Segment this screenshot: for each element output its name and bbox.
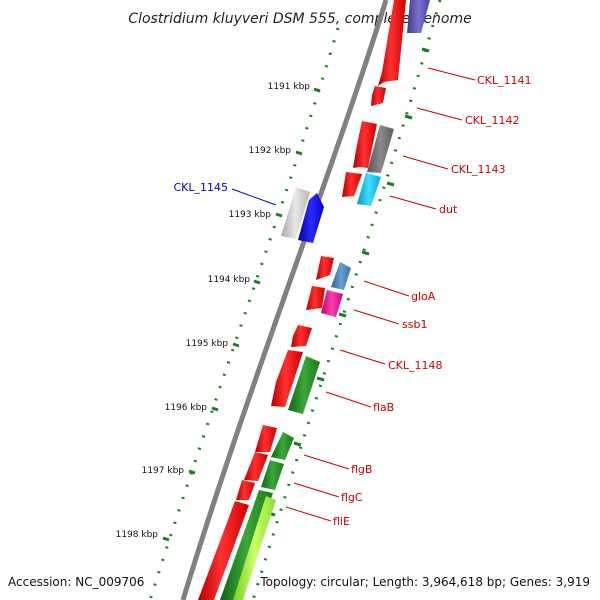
gene-feature bbox=[288, 356, 320, 414]
gene-feature bbox=[331, 262, 351, 290]
gene-feature bbox=[255, 425, 277, 452]
tick-label: 1192 kbp bbox=[249, 146, 292, 156]
tick-label: 1194 kbp bbox=[208, 275, 251, 285]
accession-text: Accession: NC_009706 bbox=[8, 575, 144, 589]
tick-mark bbox=[253, 279, 261, 285]
tick-mark bbox=[316, 376, 325, 382]
gene-feature bbox=[342, 172, 362, 197]
gene-feature bbox=[371, 86, 386, 106]
leader-line bbox=[353, 309, 400, 325]
tick-mark bbox=[211, 406, 219, 412]
gene-feature bbox=[233, 496, 276, 600]
tick-label: 1196 kbp bbox=[165, 403, 208, 413]
tick-mark bbox=[404, 114, 413, 120]
leader-line bbox=[285, 506, 332, 522]
tick-mark bbox=[293, 441, 302, 447]
tick-mark bbox=[188, 469, 196, 475]
leader-line bbox=[402, 155, 449, 170]
gene-label-flgc: flgC bbox=[341, 491, 363, 504]
tick-label: 1198 kbp bbox=[116, 530, 159, 540]
gene-feature bbox=[271, 432, 294, 460]
genome-backbone bbox=[180, 0, 389, 600]
tick-mark bbox=[313, 87, 321, 93]
leader-line bbox=[389, 195, 437, 210]
gene-feature bbox=[236, 480, 255, 500]
scale-tick-labels: 1191 kbp 1192 kbp 1193 kbp 1194 kbp 1195… bbox=[116, 82, 311, 540]
leader-line bbox=[303, 454, 350, 470]
leader-line bbox=[339, 349, 386, 365]
leader-line bbox=[231, 188, 277, 206]
gene-feature bbox=[316, 256, 334, 280]
tick-label: 1193 kbp bbox=[229, 210, 272, 220]
gene-feature bbox=[378, 0, 406, 86]
gene-label-dut: dut bbox=[439, 203, 458, 216]
tick-mark bbox=[421, 47, 430, 53]
cds-features bbox=[198, 0, 406, 600]
gene-label-flie: fliE bbox=[333, 515, 350, 528]
gene-feature bbox=[244, 452, 268, 481]
scale-ring bbox=[148, 27, 340, 600]
scale-ticks bbox=[162, 87, 321, 542]
gene-label-ckl-1142: CKL_1142 bbox=[465, 114, 520, 127]
leader-line bbox=[293, 482, 340, 498]
leader-line bbox=[325, 391, 372, 408]
gene-label-ckl-1141: CKL_1141 bbox=[477, 74, 532, 87]
tick-mark bbox=[162, 536, 170, 542]
gene-feature bbox=[271, 350, 303, 407]
gene-label-ckl-1145: CKL_1145 bbox=[173, 181, 228, 194]
gene-label-ssb1: ssb1 bbox=[402, 318, 427, 331]
gene-feature bbox=[261, 460, 284, 490]
leader-line bbox=[416, 107, 463, 121]
topology-text: Topology: circular; Length: 3,964,618 bp… bbox=[259, 575, 590, 589]
gene-feature bbox=[367, 125, 394, 173]
gene-feature bbox=[407, 0, 430, 33]
tick-label: 1195 kbp bbox=[186, 339, 229, 349]
gene-label-flgb: flgB bbox=[351, 463, 372, 476]
gene-feature bbox=[281, 187, 310, 239]
label-leaders bbox=[231, 67, 476, 522]
leader-line bbox=[363, 280, 410, 297]
tick-label: 1191 kbp bbox=[268, 82, 311, 92]
tick-mark bbox=[361, 250, 370, 256]
tick-mark bbox=[386, 181, 395, 187]
gene-labels: CKL_1141 CKL_1142 CKL_1143 dut CKL_1145 … bbox=[173, 74, 531, 528]
tick-mark bbox=[338, 312, 347, 318]
tick-mark bbox=[232, 342, 240, 348]
gene-label-ckl-1143: CKL_1143 bbox=[451, 163, 506, 176]
tick-label: 1197 kbp bbox=[142, 466, 185, 476]
gene-feature bbox=[198, 501, 249, 600]
gene-label-flab: flaB bbox=[373, 401, 394, 414]
tick-mark bbox=[275, 212, 283, 218]
gene-feature bbox=[306, 286, 325, 310]
gene-feature bbox=[321, 290, 343, 317]
leader-line bbox=[427, 67, 476, 81]
gene-label-ckl-1148: CKL_1148 bbox=[388, 359, 443, 372]
gene-feature bbox=[353, 121, 377, 168]
tick-mark bbox=[295, 150, 303, 156]
map-title: Clostridium kluyveri DSM 555, complete g… bbox=[128, 11, 471, 27]
gene-feature bbox=[357, 173, 381, 206]
gene-feature bbox=[298, 193, 324, 243]
gene-feature bbox=[291, 325, 312, 347]
colored-features bbox=[220, 0, 430, 600]
gene-label-gloa: gloA bbox=[411, 290, 436, 303]
